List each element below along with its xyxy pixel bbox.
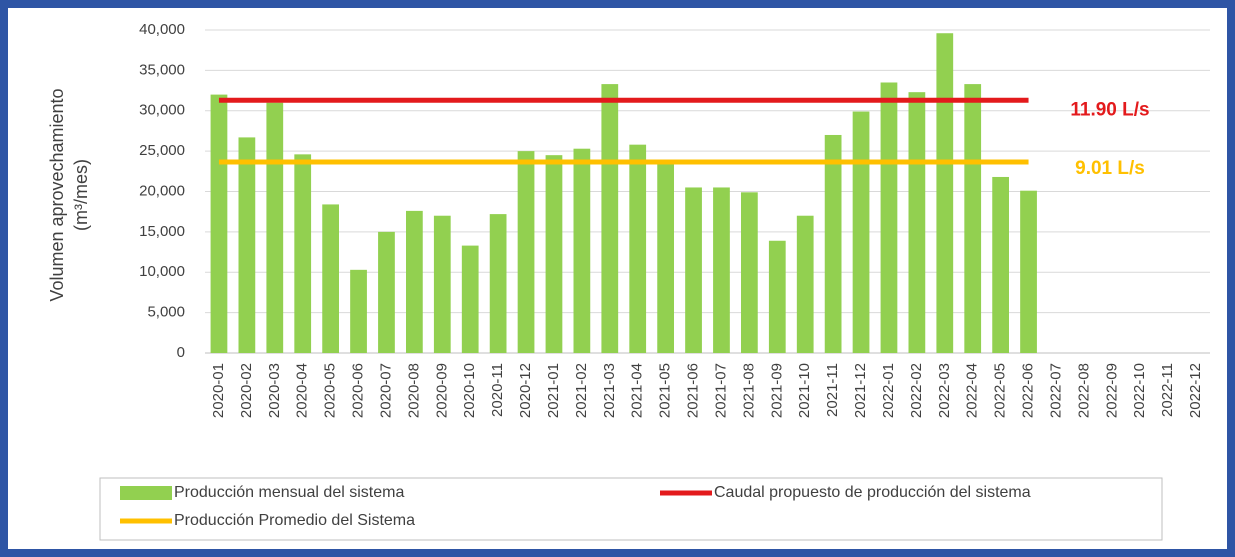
x-tick-label: 2020-02: [238, 363, 255, 418]
x-tick-label: 2022-12: [1187, 363, 1204, 418]
x-tick-label: 2020-04: [294, 363, 311, 418]
bar: [461, 245, 479, 353]
x-tick-label: 2021-02: [573, 363, 590, 418]
y-tick-label: 25,000: [139, 142, 185, 159]
legend-label: Producción mensual del sistema: [174, 484, 404, 501]
bar: [908, 92, 926, 354]
y-tick-label: 0: [177, 344, 185, 361]
bar: [350, 269, 367, 353]
bar: [741, 192, 758, 353]
legend-label: Producción Promedio del Sistema: [174, 512, 415, 529]
legend-box: [99, 477, 1163, 541]
bar: [796, 215, 814, 353]
bar: [210, 94, 228, 353]
x-tick-label: 2022-11: [1159, 363, 1176, 417]
x-tick-label: 2022-06: [1020, 363, 1037, 418]
x-tick-label: 2020-09: [433, 363, 450, 418]
legend-label: Caudal propuesto de producción del siste…: [714, 484, 1031, 501]
y-tick-label: 15,000: [139, 223, 185, 240]
bar: [266, 102, 284, 353]
bar: [489, 214, 507, 353]
x-tick-label: 2021-05: [657, 363, 674, 418]
x-tick-label: 2022-03: [936, 363, 953, 418]
bar: [992, 176, 1009, 353]
x-tick-label: 2021-03: [601, 363, 618, 418]
y-tick-label: 30,000: [139, 102, 185, 119]
annotation: 11.90 L/s: [1070, 99, 1149, 120]
bar: [629, 144, 647, 353]
bar: [685, 187, 702, 353]
bar: [1020, 190, 1037, 353]
x-tick-label: 2021-04: [629, 363, 646, 418]
x-tick-label: 2021-12: [852, 363, 869, 418]
bar: [936, 33, 954, 353]
x-tick-label: 2020-12: [517, 363, 534, 418]
bar: [378, 231, 395, 353]
x-tick-label: 2022-04: [964, 363, 981, 418]
y-tick-label: 40,000: [139, 21, 185, 38]
y-tick-label: 35,000: [139, 61, 185, 78]
x-tick-label: 2020-10: [461, 363, 478, 418]
bar: [852, 111, 870, 354]
x-tick-label: 2022-10: [1131, 363, 1148, 418]
bar: [768, 240, 786, 353]
y-axis-label: Volumen aprovechamiento: [47, 88, 67, 301]
x-tick-label: 2022-01: [880, 363, 897, 418]
y-tick-label: 20,000: [139, 182, 185, 199]
x-tick-label: 2022-02: [908, 363, 925, 418]
x-tick-label: 2020-05: [322, 363, 339, 418]
x-tick-label: 2022-08: [1075, 363, 1092, 418]
y-tick-label: 10,000: [139, 263, 185, 280]
x-tick-label: 2021-08: [740, 363, 757, 418]
x-tick-label: 2020-06: [350, 363, 367, 418]
x-tick-label: 2020-01: [210, 363, 227, 418]
y-tick-label: 5,000: [147, 304, 185, 321]
x-tick-label: 2022-05: [992, 363, 1009, 418]
bar: [713, 187, 730, 353]
bar: [433, 215, 451, 353]
x-tick-label: 2021-10: [796, 363, 813, 418]
bar: [657, 163, 674, 353]
bar: [545, 155, 563, 353]
x-tick-label: 2020-08: [405, 363, 422, 418]
x-tick-label: 2022-07: [1047, 363, 1064, 418]
y-axis-label: (m³/mes): [71, 159, 91, 231]
bar: [294, 154, 312, 353]
bar: [406, 210, 423, 353]
legend-swatch: [120, 486, 172, 500]
x-tick-label: 2021-07: [712, 363, 729, 418]
x-tick-label: 2021-11: [824, 363, 841, 417]
x-tick-label: 2020-07: [377, 363, 394, 418]
bar: [517, 151, 535, 353]
x-tick-label: 2022-09: [1103, 363, 1120, 418]
bar: [238, 137, 256, 353]
annotation: 9.01 L/s: [1075, 158, 1145, 179]
x-tick-label: 2021-09: [768, 363, 785, 418]
x-tick-label: 2020-03: [266, 363, 283, 418]
x-tick-label: 2020-11: [489, 363, 506, 417]
bar: [601, 84, 619, 353]
bar: [880, 82, 898, 354]
x-tick-label: 2021-01: [545, 363, 562, 418]
bar: [573, 148, 591, 353]
bar: [824, 134, 842, 353]
bar: [964, 84, 982, 353]
bar: [322, 204, 339, 353]
x-tick-label: 2021-06: [685, 363, 702, 418]
